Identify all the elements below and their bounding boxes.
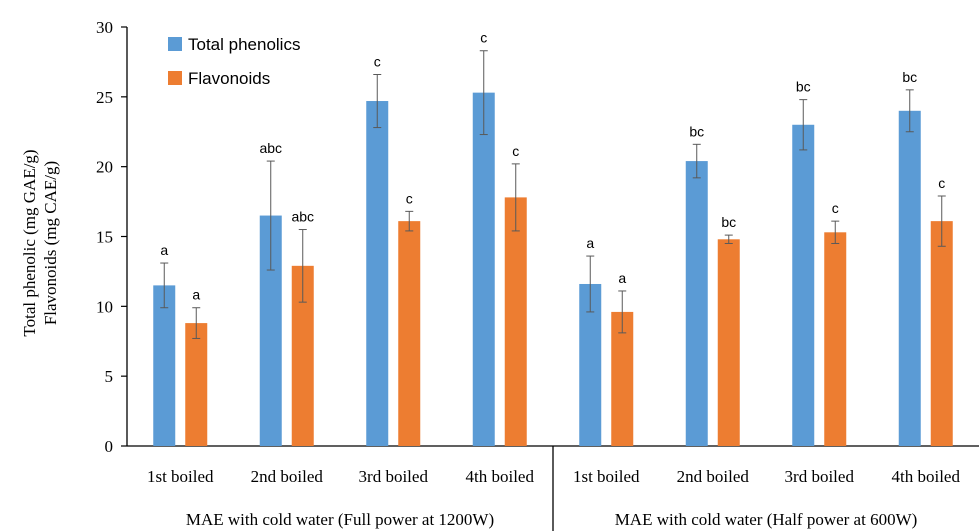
x-group-label: MAE with cold water (Half power at 600W)	[615, 510, 918, 529]
bar	[472, 92, 495, 446]
bar	[717, 239, 740, 446]
bar	[291, 265, 314, 446]
significance-label: bc	[721, 214, 736, 230]
bar	[398, 221, 421, 446]
significance-label: abc	[291, 209, 314, 225]
bar	[792, 124, 815, 447]
y-tick-label: 30	[96, 18, 113, 37]
significance-label: c	[406, 190, 413, 206]
significance-label: c	[938, 175, 945, 191]
x-category-label: 1st boiled	[573, 467, 640, 486]
error-bars-layer	[160, 50, 946, 339]
y-tick-label: 10	[96, 297, 113, 316]
y-tick-label: 15	[96, 228, 113, 247]
axis-layer: 0 5 10 15 20 25 30 1st boiled 2nd boiled 3rd boil…	[96, 18, 979, 531]
bars-layer	[153, 92, 953, 447]
x-category-label: 4th boiled	[466, 467, 535, 486]
significance-label: a	[192, 287, 200, 303]
significance-label: a	[586, 235, 594, 251]
x-group-label: MAE with cold water (Full power at 1200W…	[186, 510, 494, 529]
significance-label: c	[832, 200, 839, 216]
bar	[153, 285, 176, 446]
bar	[930, 221, 953, 446]
legend-label: Total phenolics	[188, 35, 300, 54]
significance-label: abc	[259, 140, 282, 156]
bar	[579, 283, 602, 446]
legend-swatch	[168, 71, 182, 85]
significance-label: c	[480, 30, 487, 46]
legend-swatch	[168, 37, 182, 51]
bar	[685, 161, 708, 446]
x-category-label: 1st boiled	[147, 467, 214, 486]
bar	[185, 323, 208, 446]
bar	[611, 311, 634, 446]
significance-label: a	[160, 242, 168, 258]
bar	[824, 232, 847, 446]
y-tick-label: 20	[96, 158, 113, 177]
x-category-label: 2nd boiled	[677, 467, 750, 486]
bar	[898, 110, 921, 447]
x-category-label: 4th boiled	[892, 467, 961, 486]
significance-label: bc	[796, 79, 811, 95]
significance-label: a	[618, 270, 626, 286]
significance-label: c	[512, 143, 519, 159]
legend-label: Flavonoids	[188, 69, 270, 88]
bar	[366, 101, 389, 447]
x-category-label: 3rd boiled	[785, 467, 855, 486]
significance-label: bc	[902, 69, 917, 85]
y-tick-label: 0	[105, 437, 114, 456]
y-tick-label: 25	[96, 88, 113, 107]
legend: Total phenolics Flavonoids	[168, 35, 300, 88]
y-axis-title-line-1: Total phenolic (mg GAE/g)	[20, 149, 39, 336]
y-tick-label: 5	[105, 367, 114, 386]
bar	[504, 197, 527, 446]
x-category-label: 2nd boiled	[251, 467, 324, 486]
significance-label: c	[374, 53, 381, 69]
x-category-label: 3rd boiled	[359, 467, 429, 486]
y-axis-title-line-2: Flavonoids (mg CAE/g)	[41, 161, 60, 325]
bar	[259, 215, 282, 446]
significance-label: bc	[689, 123, 704, 139]
